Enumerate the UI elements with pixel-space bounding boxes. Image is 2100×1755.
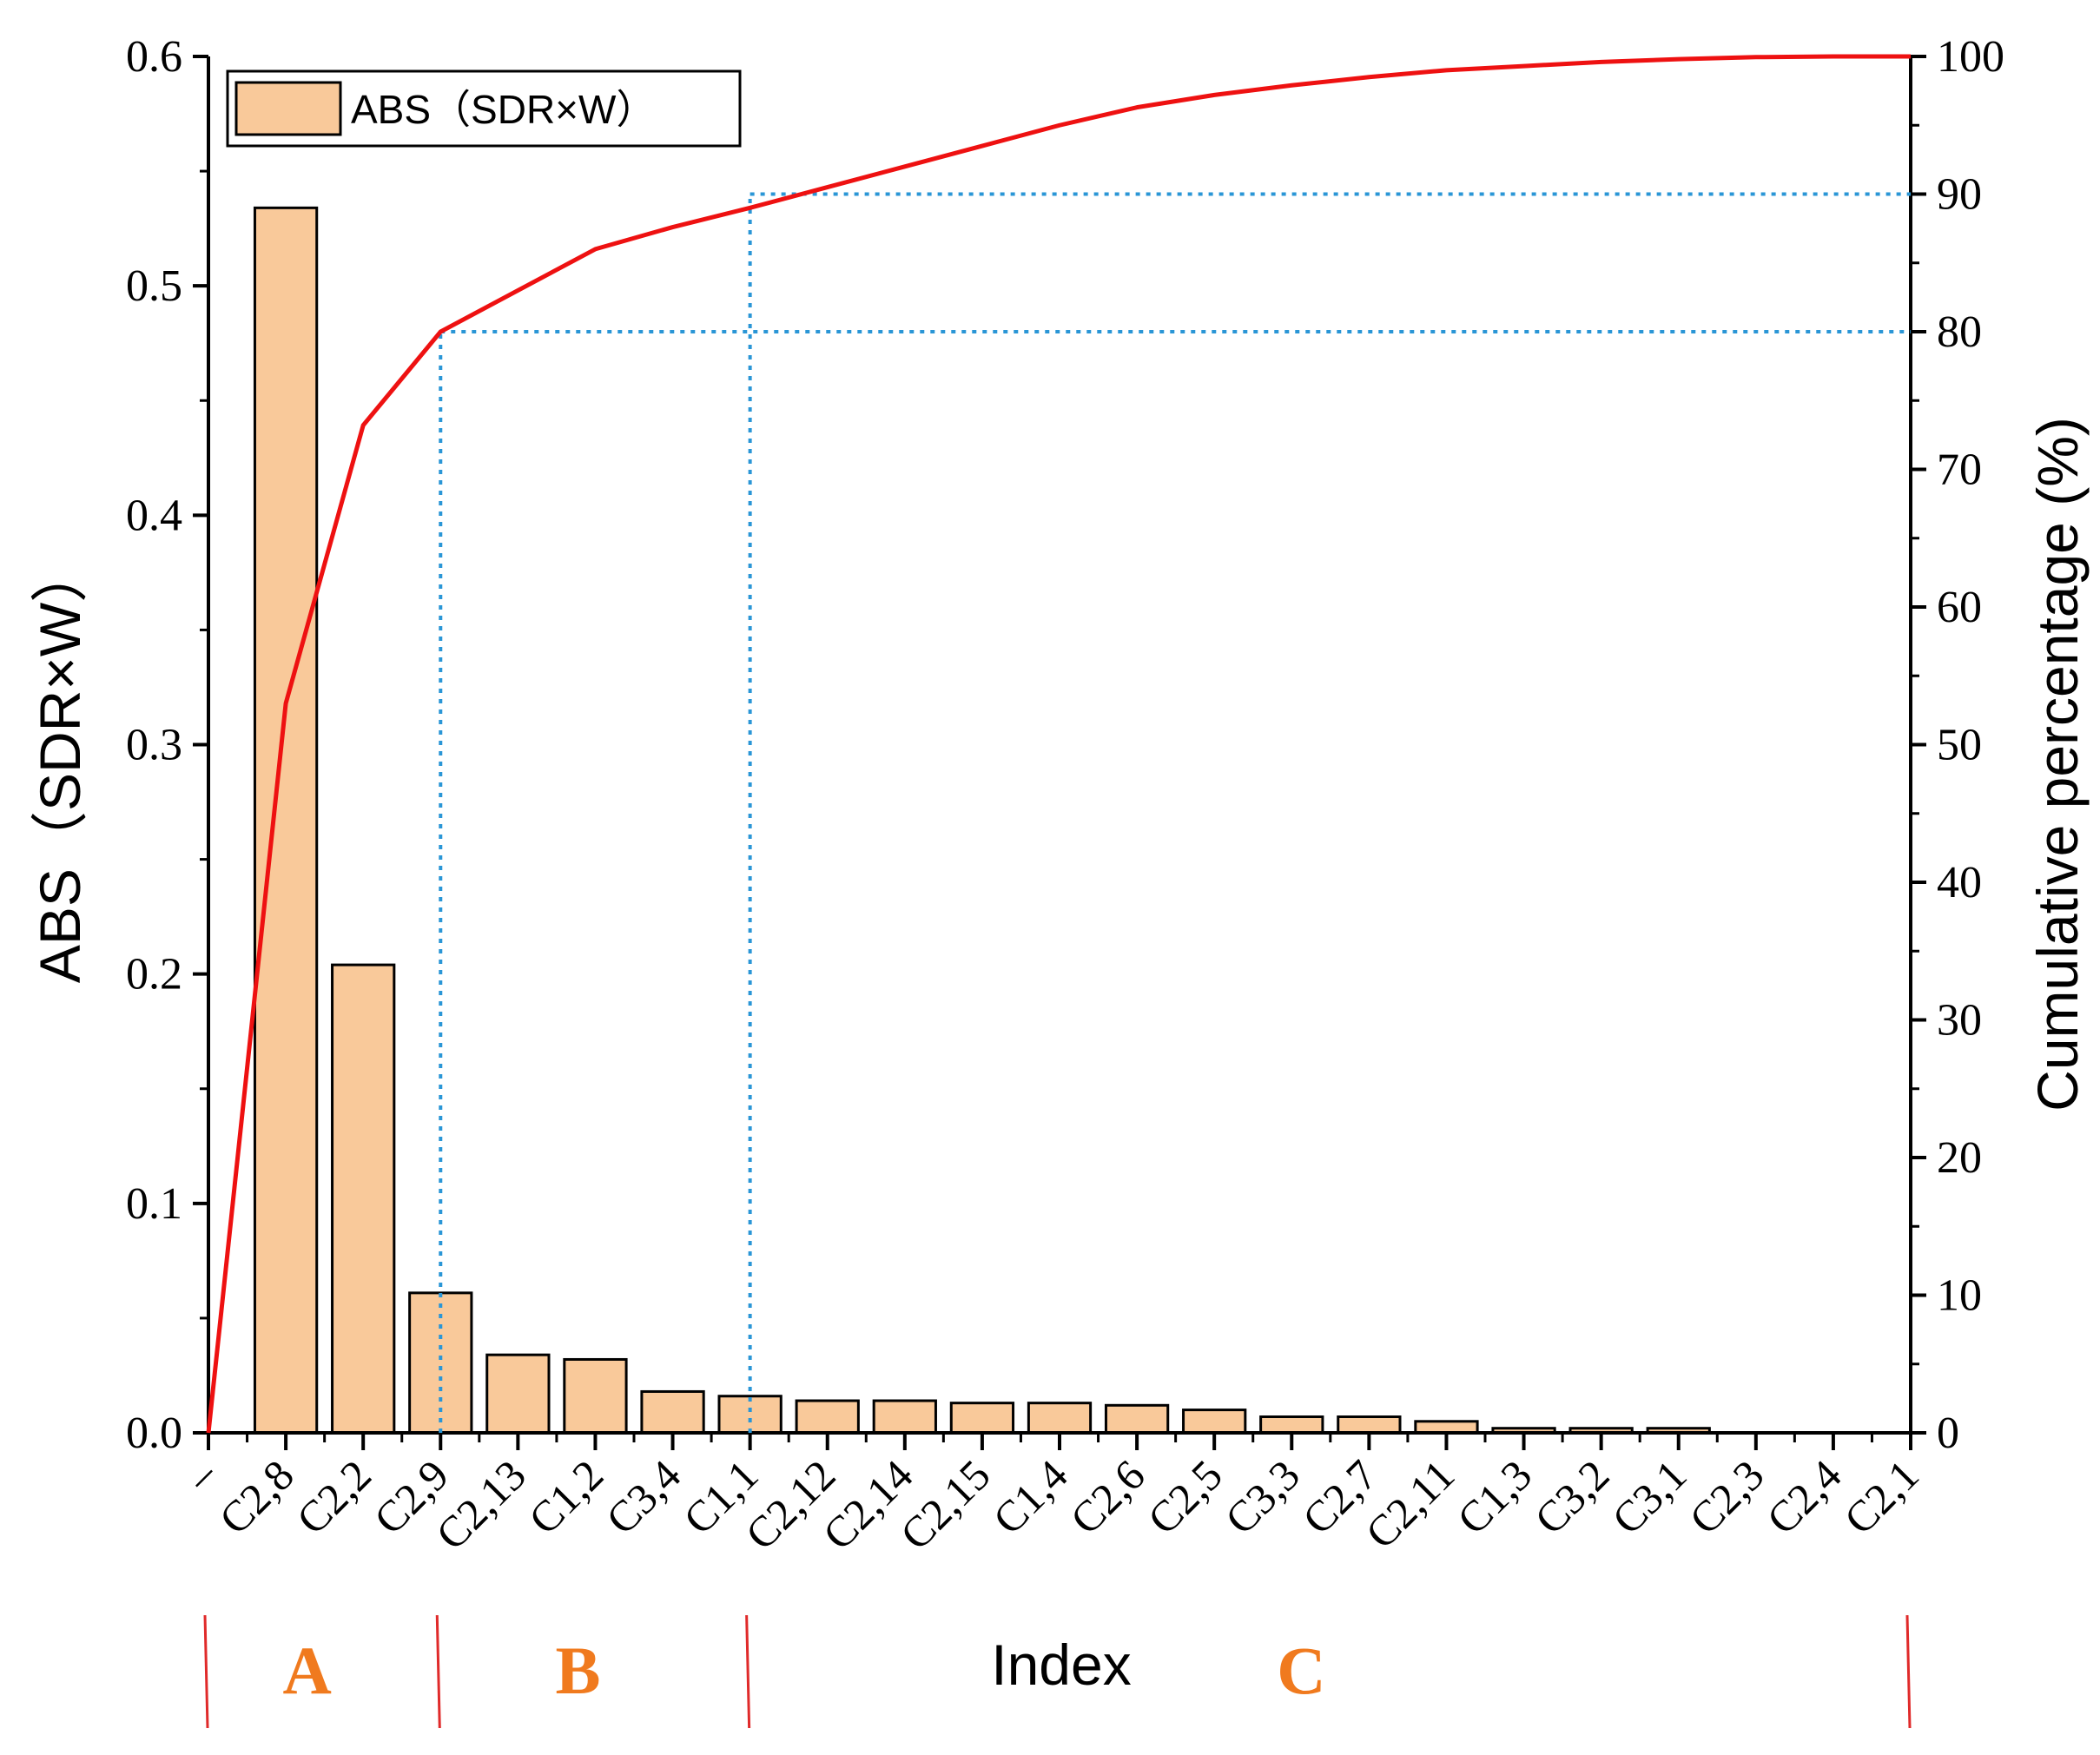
- x-tick-label: C2,15: [891, 1450, 1000, 1559]
- group-separator: [745, 1614, 751, 1729]
- x-tick-label: C2,3: [1680, 1450, 1773, 1543]
- group-separator: [435, 1614, 441, 1729]
- y-tick-label: 0.2: [126, 950, 182, 1000]
- x-tick-label: C2,1: [1834, 1450, 1927, 1543]
- y-tick-label: 0.6: [126, 32, 182, 82]
- y2-tick-label: 100: [1937, 32, 2004, 82]
- y-tick-label: 0.0: [126, 1409, 182, 1458]
- y-tick-label: 0.1: [126, 1179, 182, 1229]
- group-separator: [1905, 1614, 1912, 1729]
- bar: [1027, 1402, 1093, 1435]
- bar: [1259, 1415, 1324, 1435]
- x-tick-label: C3,3: [1216, 1450, 1309, 1543]
- y-tick-label: 0.3: [126, 721, 182, 770]
- y2-tick-label: 10: [1937, 1271, 1982, 1321]
- x-tick-label: C2,13: [426, 1450, 535, 1559]
- bar: [485, 1353, 551, 1435]
- x-tick-label: C3,1: [1602, 1450, 1695, 1543]
- plot-area: 0.0 0.1 0.2 0.3 0.4 0.5 0.6 0 10 20 30 40 50 60 70 80 90…: [126, 32, 2004, 1729]
- y2-tick-label: 80: [1937, 307, 1982, 357]
- x-axis-title: Index: [991, 1633, 1131, 1697]
- bar: [872, 1399, 937, 1435]
- legend-label: ABS（SDR×W）: [351, 87, 656, 132]
- y2-tick-label: 50: [1937, 721, 1982, 770]
- x-tick-label: C1,4: [983, 1450, 1076, 1543]
- x-tick-label: C2,8: [209, 1450, 302, 1543]
- x-tick-label: C1,3: [1448, 1450, 1541, 1543]
- group-separator: [203, 1614, 209, 1729]
- x-tick-label: C1,2: [519, 1450, 612, 1543]
- x-tick-label: C2,11: [1356, 1450, 1463, 1558]
- legend: ABS（SDR×W）: [226, 69, 742, 148]
- x-tick-label: C2,6: [1060, 1450, 1153, 1543]
- y2-tick-label: 20: [1937, 1133, 1982, 1183]
- group-label-c: C: [1277, 1633, 1325, 1708]
- bar: [795, 1399, 860, 1435]
- x-tick-label: C3,4: [597, 1450, 690, 1543]
- bar: [1337, 1415, 1402, 1435]
- x-tick-label: C2,4: [1757, 1450, 1850, 1543]
- y2-tick-label: 90: [1937, 170, 1982, 220]
- y2-tick-label: 60: [1937, 583, 1982, 632]
- y2-tick-label: 70: [1937, 445, 1982, 495]
- x-tick-label: –: [175, 1449, 227, 1501]
- group-label-b: B: [555, 1633, 600, 1708]
- cumulative-line: [206, 54, 1911, 1434]
- bar: [640, 1389, 705, 1435]
- group-label-a: A: [282, 1633, 331, 1708]
- bar: [949, 1402, 1015, 1435]
- y2-axis-title: Cumulative percentage (%): [2025, 417, 2090, 1112]
- x-tick-label: C2,2: [287, 1450, 380, 1543]
- x-tick-label: C3,2: [1525, 1450, 1618, 1543]
- y-axis-title: ABS（SDR×W）: [28, 545, 92, 983]
- legend-swatch: [234, 81, 342, 136]
- x-tick-label: C2,14: [814, 1450, 922, 1559]
- y2-tick-label: 0: [1937, 1409, 1959, 1458]
- x-tick-label: C2,12: [736, 1450, 844, 1559]
- bar: [331, 963, 396, 1435]
- x-tick-label: C2,5: [1139, 1450, 1232, 1543]
- y-tick-label: 0.4: [126, 491, 182, 540]
- bar: [1182, 1409, 1247, 1435]
- y2-tick-label: 30: [1937, 996, 1982, 1046]
- y2-tick-label: 40: [1937, 858, 1982, 907]
- bar: [563, 1357, 628, 1435]
- y-tick-label: 0.5: [126, 261, 182, 311]
- bar: [253, 206, 319, 1435]
- bar: [1104, 1403, 1170, 1435]
- bar: [717, 1395, 783, 1435]
